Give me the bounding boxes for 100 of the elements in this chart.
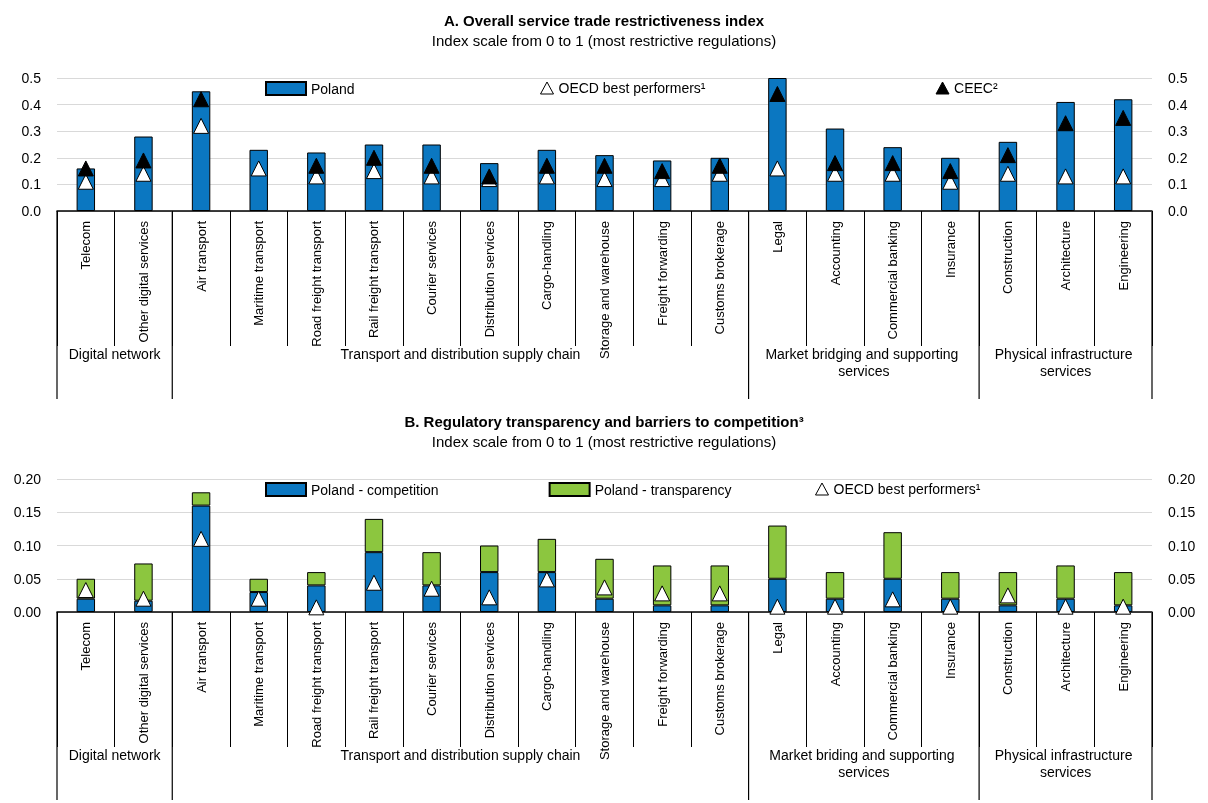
y2-tick-label: 0.05 xyxy=(1168,570,1196,587)
y2-tick-label: 0.2 xyxy=(1168,149,1188,166)
point xyxy=(423,580,440,597)
point xyxy=(769,85,786,102)
point xyxy=(308,157,325,174)
text: Physical infrastructure services xyxy=(994,746,1137,780)
x-tick-label: Engineering xyxy=(1115,221,1131,291)
point xyxy=(711,157,728,174)
point xyxy=(1057,115,1074,132)
point xyxy=(1115,168,1132,185)
point xyxy=(193,117,210,134)
y2-tick-label: 0.20 xyxy=(1168,471,1196,487)
point xyxy=(769,598,786,615)
x-tick-label: Courier services xyxy=(424,621,440,716)
point xyxy=(538,571,555,588)
chart-title: A. Overall service trade restrictiveness index xyxy=(443,12,765,29)
x-tick-label: Storage and warehouse xyxy=(597,221,612,360)
x-tick-label: Commercial banking xyxy=(885,622,901,741)
legend-label: OECD best performers¹ xyxy=(558,80,706,96)
point xyxy=(884,155,901,172)
point xyxy=(942,163,959,180)
x-tick-label: Freight forwarding xyxy=(654,221,670,326)
y2-tick-label: 0.3 xyxy=(1168,123,1188,140)
text: Transport and distribution supply chain xyxy=(340,345,581,362)
y-tick-label: 0.15 xyxy=(13,504,42,521)
point xyxy=(538,157,555,174)
y-tick-label: 0.3 xyxy=(21,123,42,140)
x-tick-label: Accounting xyxy=(827,622,843,687)
x-tick-label: Construction xyxy=(1000,221,1016,294)
x-tick-label: Customs brokerage xyxy=(712,221,728,335)
x-tick-label: Legal xyxy=(769,621,785,654)
x-tick-label: Insurance xyxy=(942,622,958,680)
y2-tick-label: 0.5 xyxy=(1168,70,1188,86)
point xyxy=(999,165,1016,182)
x-tick-label: Air transport xyxy=(193,621,209,693)
text: Physical infrastructure services xyxy=(994,345,1137,379)
y2-tick-label: 0.15 xyxy=(1168,504,1196,521)
x-tick-label: Road freight transport xyxy=(308,621,324,748)
x-tick-label: Storage and warehouse xyxy=(597,622,612,761)
point xyxy=(193,91,210,108)
x-tick-label: Distribution services xyxy=(481,621,497,739)
y2-tick-label: 0.4 xyxy=(1168,96,1188,113)
x-tick-label: Cargo-handling xyxy=(539,622,555,711)
text: Digital network xyxy=(68,345,162,362)
x-tick-label: Maritime transport xyxy=(251,220,267,326)
x-tick-label: Maritime transport xyxy=(251,621,267,727)
point xyxy=(193,530,210,547)
x-tick-label: Freight forwarding xyxy=(654,622,670,727)
y-tick-label: 0.5 xyxy=(21,70,42,86)
y2-tick-label: 0.0 xyxy=(1168,203,1188,219)
x-tick-label: Cargo-handling xyxy=(539,221,555,310)
y-tick-label: 0.20 xyxy=(13,471,42,487)
point xyxy=(1057,168,1074,185)
point xyxy=(250,160,267,177)
x-tick-label: Rail freight transport xyxy=(366,220,382,339)
chart-subtitle: Index scale from 0 to 1 (most restrictive regulations) xyxy=(431,433,777,450)
text: Digital network xyxy=(68,746,162,763)
x-tick-label: Road freight transport xyxy=(308,220,324,347)
x-tick-label: Other digital services xyxy=(135,621,151,744)
x-tick-label: Air transport xyxy=(193,220,209,292)
legend-label: Poland - competition xyxy=(311,481,439,498)
y-tick-label: 0.2 xyxy=(21,149,42,166)
y-tick-label: 0.4 xyxy=(21,96,42,113)
y2-tick-label: 0.10 xyxy=(1168,537,1196,554)
y-tick-label: 0.10 xyxy=(13,537,42,554)
y2-tick-label: 0.00 xyxy=(1168,604,1196,620)
point xyxy=(654,163,671,180)
x-tick-label: Other digital services xyxy=(135,220,151,343)
legend-label: OECD best performers¹ xyxy=(833,481,981,497)
x-tick-label: Architecture xyxy=(1058,622,1074,692)
point xyxy=(77,160,94,177)
y-tick-label: 0.0 xyxy=(21,203,42,219)
y-tick-label: 0.05 xyxy=(13,570,42,587)
x-tick-label: Courier services xyxy=(424,220,440,315)
point xyxy=(596,157,613,174)
y-tick-label: 0.00 xyxy=(13,604,42,620)
x-tick-label: Architecture xyxy=(1058,221,1074,291)
legend-label: Poland xyxy=(311,80,355,97)
chart-title: B. Regulatory transparency and barriers to competition³ xyxy=(404,413,804,430)
point xyxy=(135,152,152,169)
x-tick-label: Legal xyxy=(769,220,785,253)
point xyxy=(423,157,440,174)
point xyxy=(135,590,152,607)
point xyxy=(1115,598,1132,615)
point xyxy=(596,579,613,596)
y-tick-label: 0.1 xyxy=(21,176,42,193)
point xyxy=(308,599,325,616)
x-tick-label: Commercial banking xyxy=(885,221,901,340)
text: Market bridging and supporting services xyxy=(765,345,963,379)
x-tick-label: Insurance xyxy=(942,221,958,279)
point xyxy=(999,147,1016,164)
x-tick-label: Customs brokerage xyxy=(712,622,728,736)
point xyxy=(250,590,267,607)
point xyxy=(365,149,382,166)
x-tick-label: Engineering xyxy=(1115,622,1131,692)
x-tick-label: Construction xyxy=(1000,622,1016,695)
point xyxy=(769,160,786,177)
legend-label: Poland - transparency xyxy=(594,481,732,498)
x-tick-label: Rail freight transport xyxy=(366,621,382,740)
x-tick-label: Telecom xyxy=(78,622,94,671)
